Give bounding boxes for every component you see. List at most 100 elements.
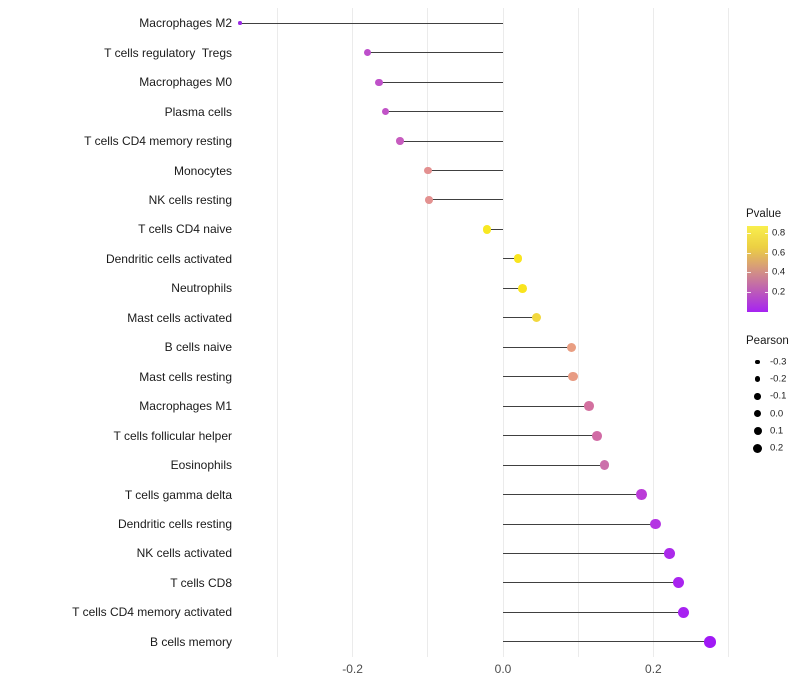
data-point-dot <box>425 196 434 204</box>
y-axis-label: B cells memory <box>149 634 232 649</box>
y-axis-label: Mast cells activated <box>127 310 232 325</box>
data-point-dot <box>583 401 594 412</box>
data-point-dot <box>513 254 523 264</box>
x-axis-tick-label: 0.2 <box>645 662 662 676</box>
pvalue-legend-title: Pvalue <box>746 208 782 220</box>
pvalue-bar-tick <box>764 292 768 294</box>
y-axis-label: Monocytes <box>173 163 232 178</box>
pvalue-bar-tick <box>747 292 751 294</box>
lollipop-stem <box>503 405 589 407</box>
y-axis-label: Mast cells resting <box>139 369 232 384</box>
data-point-dot <box>396 137 404 145</box>
lollipop-stem <box>503 346 572 348</box>
y-axis-label: T cells CD4 naive <box>138 222 232 237</box>
y-axis-label: T cells CD8 <box>170 575 232 590</box>
lollipop-stem <box>487 228 503 230</box>
data-point-dot <box>518 283 527 293</box>
y-axis-label: Macrophages M1 <box>139 399 232 414</box>
pearson-key-dot <box>753 409 762 418</box>
gridline <box>276 8 278 657</box>
pvalue-bar-tick <box>747 252 751 254</box>
pvalue-bar-tick <box>747 233 751 234</box>
data-point-dot <box>592 430 602 441</box>
pearson-key-dot <box>754 393 761 400</box>
lollipop-stem <box>503 494 642 496</box>
data-point-dot <box>566 342 577 352</box>
pvalue-bar-tick <box>764 252 768 254</box>
data-point-dot <box>704 636 716 648</box>
pearson-key-dot <box>753 443 762 453</box>
lollipop-stem <box>503 464 605 466</box>
lollipop-stem <box>503 641 710 643</box>
pvalue-tick-label: 0.8 <box>772 227 786 239</box>
gridline <box>652 8 654 657</box>
data-point-dot <box>650 518 661 530</box>
data-point-dot <box>663 548 675 559</box>
data-point-dot <box>375 78 383 86</box>
y-axis-label: T cells gamma delta <box>124 487 232 502</box>
lollipop-stem <box>503 611 684 613</box>
pvalue-bar-tick <box>764 272 768 274</box>
y-axis-label: T cells regulatory Tregs <box>104 45 232 60</box>
data-point-dot <box>636 489 647 500</box>
y-axis-label: T cells follicular helper <box>113 428 233 443</box>
gridline <box>352 8 354 657</box>
pearson-key-label: 0.1 <box>770 425 784 437</box>
pvalue-tick-label: 0.4 <box>772 266 786 278</box>
y-axis-label: Eosinophils <box>170 458 232 473</box>
lollipop-stem <box>503 376 573 378</box>
y-axis-label: Neutrophils <box>171 281 232 296</box>
pvalue-tick-label: 0.6 <box>772 246 786 258</box>
gridline <box>577 8 579 657</box>
pearson-key-label: -0.2 <box>770 373 787 385</box>
data-point-dot <box>677 606 689 618</box>
y-axis-label: NK cells resting <box>148 192 232 207</box>
x-axis-tick-label: -0.2 <box>342 662 363 676</box>
lollipop-stem <box>503 523 656 525</box>
lollipop-stem <box>427 170 503 171</box>
y-axis-label: Dendritic cells resting <box>117 517 232 532</box>
lollipop-stem <box>367 52 503 54</box>
y-axis-label: B cells naive <box>164 340 232 355</box>
pvalue-gradient-bar <box>747 226 768 312</box>
data-point-dot <box>423 166 432 175</box>
y-axis-label: Plasma cells <box>164 104 232 119</box>
y-axis-label: T cells CD4 memory activated <box>72 605 232 620</box>
lollipop-stem <box>503 317 537 319</box>
pearson-key-dot <box>753 426 762 435</box>
lollipop-stem <box>378 81 503 83</box>
gridline <box>728 8 730 657</box>
lollipop-stem <box>503 435 597 437</box>
pearson-key-label: 0.2 <box>770 442 784 454</box>
lollipop-stem <box>503 258 519 260</box>
pearson-key-label: 0.0 <box>770 407 784 419</box>
lollipop-stem <box>503 582 679 584</box>
pearson-key-label: -0.1 <box>770 390 787 402</box>
y-axis-label: Macrophages M0 <box>139 75 232 90</box>
pearson-legend-title: Pearson <box>746 335 789 347</box>
pvalue-bar-tick <box>764 233 768 234</box>
lollipop-stem <box>503 287 523 289</box>
y-axis-label: NK cells activated <box>136 546 232 561</box>
lollipop-stem <box>429 199 503 201</box>
data-point-dot <box>238 21 242 25</box>
lollipop-stem <box>399 140 503 142</box>
pearson-key-dot <box>754 376 761 382</box>
data-point-dot <box>672 577 684 589</box>
lollipop-stem <box>239 22 503 24</box>
data-point-dot <box>382 107 390 116</box>
y-axis-label: Dendritic cells activated <box>105 251 232 266</box>
lollipop-stem <box>503 552 670 554</box>
gridline <box>502 8 504 657</box>
data-point-dot <box>483 225 492 234</box>
data-point-dot <box>531 313 541 323</box>
pvalue-tick-label: 0.2 <box>772 286 786 298</box>
y-axis-label: Macrophages M2 <box>139 16 232 31</box>
data-point-dot <box>599 460 610 471</box>
y-axis-label: T cells CD4 memory resting <box>84 134 232 149</box>
lollipop-stem <box>385 111 503 113</box>
gridline <box>427 8 429 657</box>
pearson-key-label: -0.3 <box>770 356 787 368</box>
pvalue-bar-tick <box>747 272 751 274</box>
data-point-dot <box>568 371 578 382</box>
